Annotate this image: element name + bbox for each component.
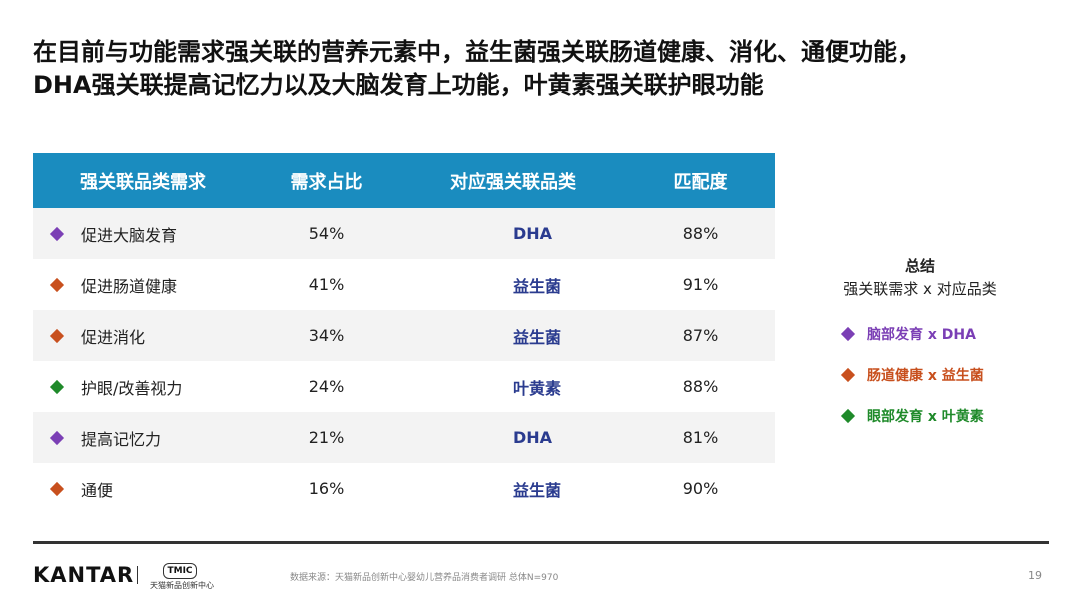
match-cell: 90% (682, 479, 719, 498)
need-label: 促进消化 (81, 327, 146, 347)
need-cell: 促进肠道健康 (33, 273, 253, 297)
footer-divider (33, 541, 1049, 544)
diamond-icon (840, 408, 856, 424)
summary-panel: 总结 强关联需求 x 对应品类 (820, 255, 1020, 299)
page-number: 19 (1028, 569, 1042, 582)
summary-pair: 眼部发育 x 叶黄素 (840, 406, 984, 426)
match-cell: 88% (682, 224, 719, 243)
share-cell: 16% (308, 479, 345, 498)
product-cell: DHA (513, 428, 553, 447)
summary-pairs: 脑部发育 x DHA 肠道健康 x 益生菌 眼部发育 x 叶黄素 (840, 324, 984, 447)
share-cell: 54% (308, 224, 345, 243)
match-cell: 81% (682, 428, 719, 447)
kantar-logo: KANTAR (33, 563, 135, 587)
tmic-subtitle: 天猫新品创新中心 (150, 581, 214, 590)
product-cell: 益生菌 (513, 327, 562, 347)
share-cell: 24% (308, 377, 345, 396)
need-cell: 护眼/改善视力 (33, 375, 253, 399)
diamond-icon (49, 226, 65, 241)
product-cell: 叶黄素 (513, 378, 562, 398)
share-cell: 41% (308, 275, 345, 294)
header-match: 匹配度 (673, 171, 728, 193)
table-row: 提高记忆力 21% DHA 81% (33, 412, 775, 463)
product-cell: 益生菌 (513, 480, 562, 500)
tmic-logo: TMIC 天猫新品创新中心 (150, 558, 214, 591)
summary-subtitle: 强关联需求 x 对应品类 (843, 280, 997, 298)
need-cell: 促进大脑发育 (33, 222, 253, 246)
title-line-2: DHA强关联提高记忆力以及大脑发育上功能，叶黄素强关联护眼功能 (33, 71, 764, 99)
need-label: 促进肠道健康 (81, 276, 178, 296)
table-row: 促进消化 34% 益生菌 87% (33, 310, 775, 361)
match-cell: 88% (682, 377, 719, 396)
header-share: 需求占比 (290, 171, 363, 193)
share-cell: 34% (308, 326, 345, 345)
need-label: 提高记忆力 (81, 429, 162, 449)
summary-pair-text: 肠道健康 x 益生菌 (867, 368, 984, 384)
share-cell: 21% (308, 428, 345, 447)
match-cell: 87% (682, 326, 719, 345)
table-body: 促进大脑发育 54% DHA 88% 促进肠道健康 41% 益生菌 91% 促进消化 34% 益生菌… (33, 208, 775, 514)
summary-pair: 脑部发育 x DHA (840, 324, 984, 344)
logo-separator (137, 566, 138, 584)
product-cell: 益生菌 (513, 276, 562, 296)
table-row: 促进大脑发育 54% DHA 88% (33, 208, 775, 259)
need-label: 通便 (81, 480, 114, 500)
diamond-icon (840, 326, 856, 342)
diamond-icon (49, 328, 65, 343)
summary-pair-text: 脑部发育 x DHA (867, 327, 976, 343)
product-cell: DHA (513, 224, 553, 243)
summary-pair: 肠道健康 x 益生菌 (840, 365, 984, 385)
need-label: 护眼/改善视力 (81, 378, 183, 398)
diamond-icon (49, 277, 65, 292)
need-cell: 通便 (33, 477, 253, 501)
need-cell: 提高记忆力 (33, 426, 253, 450)
table-row: 护眼/改善视力 24% 叶黄素 88% (33, 361, 775, 412)
page-title: 在目前与功能需求强关联的营养元素中，益生菌强关联肠道健康、消化、通便功能， DH… (33, 36, 1053, 102)
summary-pair-text: 眼部发育 x 叶黄素 (867, 409, 984, 425)
title-line-1: 在目前与功能需求强关联的营养元素中，益生菌强关联肠道健康、消化、通便功能， (33, 38, 921, 66)
diamond-icon (840, 367, 856, 383)
summary-title: 总结 (904, 257, 935, 275)
table-header: 强关联品类需求 需求占比 对应强关联品类 匹配度 (33, 153, 775, 208)
table-row: 促进肠道健康 41% 益生菌 91% (33, 259, 775, 310)
header-need: 强关联品类需求 (80, 171, 206, 193)
need-label: 促进大脑发育 (81, 225, 178, 245)
data-source-note: 数据来源：天猫新品创新中心婴幼儿营养品消费者调研 总体N=970 (290, 573, 559, 583)
diamond-icon (49, 481, 65, 496)
match-cell: 91% (682, 275, 719, 294)
diamond-icon (49, 430, 65, 445)
diamond-icon (49, 379, 65, 394)
tmic-badge: TMIC (163, 563, 197, 579)
need-cell: 促进消化 (33, 324, 253, 348)
association-table: 强关联品类需求 需求占比 对应强关联品类 匹配度 促进大脑发育 54% DHA 88%… (33, 153, 775, 514)
table-row: 通便 16% 益生菌 90% (33, 463, 775, 514)
header-product: 对应强关联品类 (450, 171, 576, 193)
